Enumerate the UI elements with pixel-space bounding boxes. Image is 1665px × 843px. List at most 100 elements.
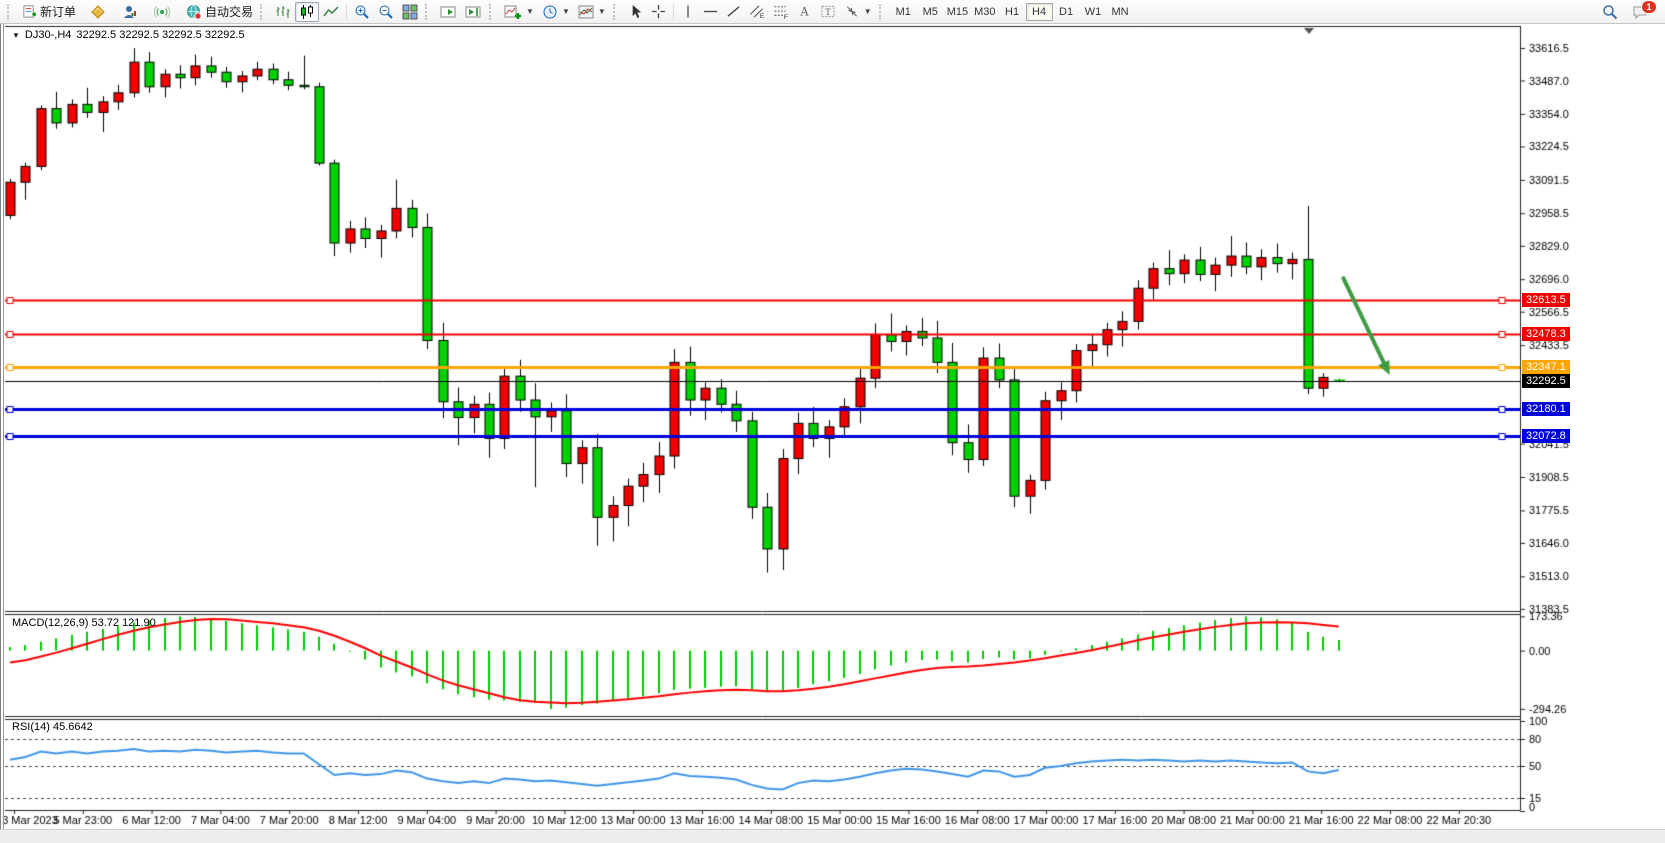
chevron-down-icon: ▼ (526, 7, 534, 16)
horizontal-line-button[interactable] (699, 2, 722, 22)
signal-icon (154, 5, 171, 18)
profile-chart-button[interactable] (118, 2, 142, 22)
toolbar: 新订单 自动交易 (0, 0, 1665, 24)
crosshair-icon (651, 4, 665, 19)
svg-text:A: A (800, 5, 809, 19)
vertical-line-icon (687, 5, 689, 18)
timeframe-M1[interactable]: M1 (890, 3, 917, 21)
notification-count-badge: 1 (1641, 0, 1657, 14)
signal-button[interactable] (150, 2, 174, 22)
new-order-label: 新订单 (40, 5, 77, 19)
window-edge (0, 24, 1, 843)
timeframe-MN[interactable]: MN (1107, 3, 1134, 21)
fibonacci-icon: F (774, 6, 788, 19)
text-label-button[interactable]: T (816, 2, 840, 22)
symbol-quotes: 32292.5 32292.5 32292.5 32292.5 (76, 29, 245, 41)
macd-name: MACD(12,26,9) (12, 617, 89, 629)
profile-chart-icon (124, 5, 137, 18)
price-line-badge: 32072.8 (1522, 429, 1570, 443)
chevron-down-icon: ▼ (863, 7, 872, 16)
symbol-title: DJ30-,H4 (24, 29, 72, 41)
cursor-icon (632, 4, 641, 19)
macd-indicator-label: MACD(12,26,9) 53.72 121.90 (12, 617, 156, 629)
auto-scroll-icon (440, 6, 456, 17)
zoom-out-button[interactable] (374, 2, 398, 22)
current-price-badge: 32292.5 (1522, 374, 1570, 388)
autotrading-globe-icon (187, 4, 202, 20)
auto-scroll-button[interactable] (436, 2, 461, 22)
window-edge (3, 24, 4, 830)
toolbar-grip[interactable] (260, 3, 266, 20)
price-line-badge: 32478.3 (1522, 327, 1570, 341)
toolbar-grip[interactable] (489, 3, 495, 20)
timeframe-group: M1 M5 M15 M30 H1 H4 D1 W1 MN (890, 2, 1134, 21)
text-label-icon: T (821, 5, 835, 18)
window-bottom-strip (0, 829, 1665, 843)
autotrading-label: 自动交易 (205, 5, 254, 19)
toolbar-grip[interactable] (612, 3, 619, 20)
svg-text:F: F (784, 14, 788, 19)
timeframe-D1[interactable]: D1 (1053, 3, 1080, 21)
price-line-badge: 32180.1 (1522, 402, 1570, 416)
timeframe-H4[interactable]: H4 (1025, 2, 1053, 21)
candlestick-chart-button[interactable] (295, 1, 320, 22)
chart-canvas[interactable] (0, 24, 1665, 843)
rsi-value: 45.6642 (52, 721, 93, 733)
trendline-button[interactable] (722, 2, 745, 22)
bar-chart-button[interactable] (271, 2, 295, 22)
periods-button[interactable]: ▼ (538, 2, 574, 22)
crosshair-button[interactable] (647, 2, 670, 22)
timeframe-M30[interactable]: M30 (971, 3, 998, 21)
search-button[interactable] (1598, 2, 1622, 22)
macd-values: 53.72 121.90 (91, 617, 156, 629)
templates-button[interactable]: ▼ (574, 2, 610, 22)
chart-shift-button[interactable] (461, 2, 486, 22)
symbol-dropdown-icon[interactable]: ▼ (12, 30, 20, 40)
zoom-in-button[interactable] (350, 2, 374, 22)
svg-text:T: T (825, 8, 831, 18)
text-button[interactable]: A (793, 2, 816, 22)
clock-icon (543, 5, 557, 18)
autotrading-button[interactable]: 自动交易 (182, 2, 257, 22)
chart-shift-icon (465, 6, 481, 17)
channel-icon: E (749, 5, 765, 19)
equidistant-channel-button[interactable]: E (745, 2, 769, 22)
horizontal-line-icon (703, 10, 717, 13)
bar-chart-icon (276, 5, 290, 18)
line-chart-icon (323, 6, 339, 16)
fibonacci-button[interactable]: F (769, 2, 793, 22)
cursor-button[interactable] (624, 2, 647, 22)
timeframe-M5[interactable]: M5 (917, 3, 944, 21)
tile-windows-icon (402, 4, 418, 19)
timeframe-M15[interactable]: M15 (944, 3, 971, 21)
chevron-down-icon: ▼ (561, 7, 570, 16)
text-icon: A (800, 5, 809, 19)
tile-windows-button[interactable] (398, 2, 422, 22)
new-order-button[interactable]: 新订单 (18, 2, 80, 22)
price-line-badge: 32347.1 (1522, 360, 1570, 374)
arrows-tool-button[interactable]: ▼ (840, 2, 876, 22)
chevron-down-icon: ▼ (597, 7, 606, 16)
chart-template-icon (578, 5, 594, 18)
arrows-icon (846, 6, 857, 17)
notifications-button[interactable]: 1 (1628, 0, 1657, 22)
timeframe-H1[interactable]: H1 (999, 3, 1026, 21)
line-chart-button[interactable] (319, 2, 343, 22)
indicators-button[interactable]: ▼ (500, 2, 538, 22)
vertical-line-button[interactable] (677, 2, 699, 22)
price-line-badge: 32613.5 (1522, 293, 1570, 307)
new-order-icon (23, 5, 37, 18)
symbol-header: ▼ DJ30-,H4 32292.5 32292.5 32292.5 32292… (12, 29, 245, 41)
toolbar-grip[interactable] (7, 3, 13, 20)
svg-text:E: E (760, 13, 765, 19)
trendline-icon (727, 6, 740, 17)
rsi-name: RSI(14) (12, 721, 50, 733)
rsi-indicator-label: RSI(14) 45.6642 (12, 721, 93, 733)
timeframe-W1[interactable]: W1 (1080, 3, 1107, 21)
gold-button[interactable] (86, 2, 110, 22)
indicators-add-icon (504, 5, 522, 19)
zoom-in-icon (355, 5, 369, 19)
toolbar-grip[interactable] (878, 3, 885, 20)
toolbar-grip[interactable] (425, 3, 431, 20)
zoom-out-icon (379, 5, 393, 19)
